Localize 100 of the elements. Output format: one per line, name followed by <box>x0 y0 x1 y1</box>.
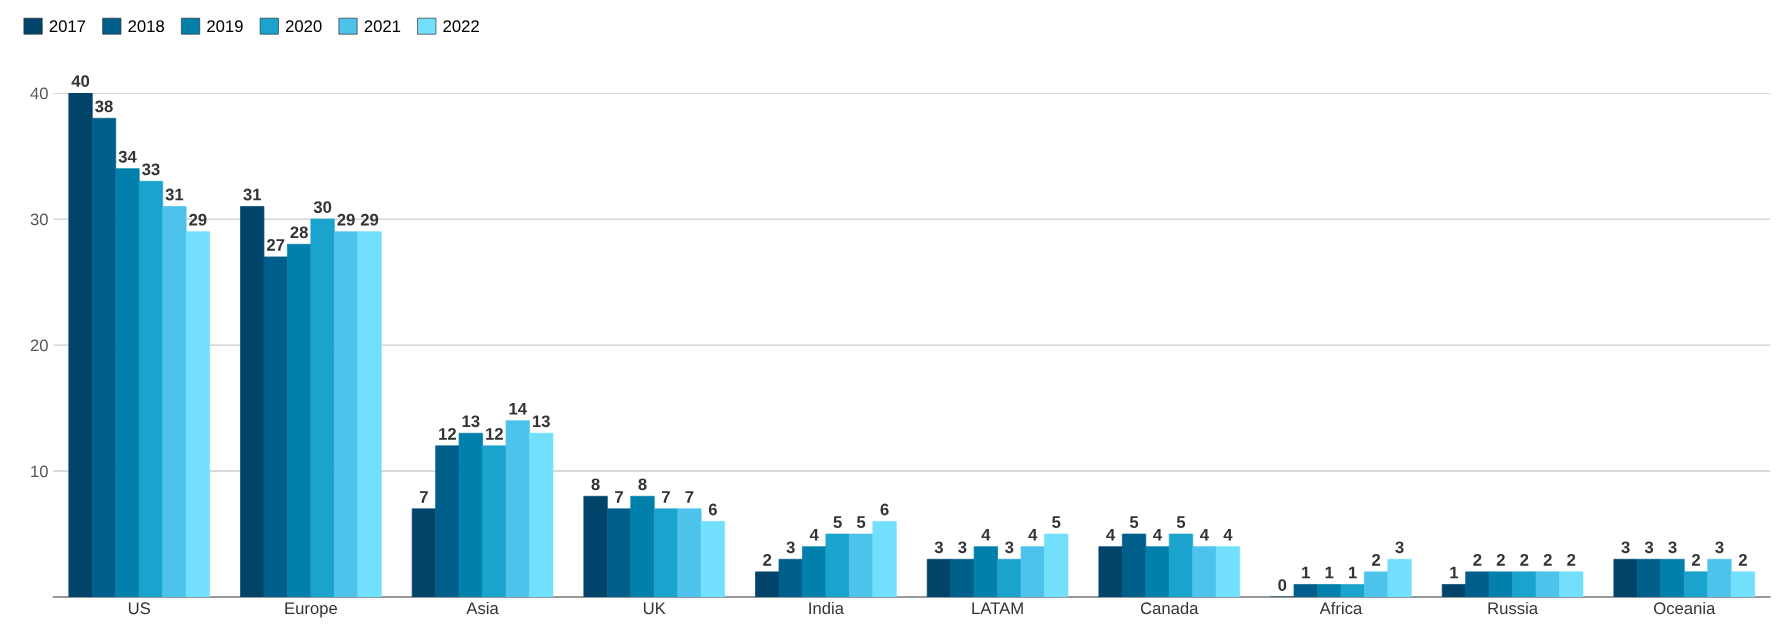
data-label: 3 <box>934 541 943 554</box>
x-tick-label: Africa <box>1319 601 1363 615</box>
data-label: 2 <box>1567 553 1576 566</box>
data-label: 5 <box>856 516 866 528</box>
data-label: 3 <box>1621 541 1630 554</box>
data-label: 29 <box>360 213 379 226</box>
data-label: 7 <box>662 491 670 503</box>
bar <box>1465 571 1490 598</box>
bar <box>529 432 554 598</box>
bar <box>825 533 850 598</box>
data-label: 6 <box>708 503 717 516</box>
bar <box>872 521 897 598</box>
bar <box>926 558 951 598</box>
bar <box>1317 584 1342 598</box>
bar <box>1340 584 1365 598</box>
data-label: 2 <box>1543 553 1552 566</box>
x-tick-label: LATAM <box>972 602 1023 614</box>
bar <box>482 445 507 598</box>
data-label: 7 <box>685 491 694 503</box>
data-label: 13 <box>462 415 480 428</box>
bar <box>653 508 679 598</box>
data-label: 30 <box>313 201 332 214</box>
bar <box>68 93 93 598</box>
bar <box>700 521 725 598</box>
bar <box>997 558 1022 598</box>
x-tick-label: US <box>128 602 151 615</box>
bar <box>357 231 382 598</box>
y-tick-label: 30 <box>30 213 48 226</box>
data-label: 4 <box>1153 528 1163 541</box>
bar <box>1020 546 1045 598</box>
data-label: 4 <box>981 528 991 541</box>
data-label: 2 <box>763 553 772 566</box>
bar <box>1559 571 1584 598</box>
bar <box>115 168 140 598</box>
legend-label: 2020 <box>285 20 322 33</box>
data-label: 13 <box>532 415 550 428</box>
data-label: 29 <box>337 213 355 226</box>
bar <box>677 508 702 598</box>
data-label: 33 <box>142 163 160 176</box>
y-tick-label: 20 <box>30 339 48 352</box>
bar <box>1707 558 1732 598</box>
data-label: 5 <box>1052 516 1061 528</box>
data-label: 27 <box>267 239 285 251</box>
bar <box>333 231 359 598</box>
data-label: 2 <box>1496 553 1505 566</box>
legend-label: 2022 <box>443 20 479 33</box>
bar <box>606 508 632 598</box>
bar <box>1044 533 1069 598</box>
bar <box>287 243 312 598</box>
x-tick-label: Oceania <box>1654 601 1716 615</box>
data-label: 34 <box>118 150 137 163</box>
data-label: 31 <box>165 188 184 201</box>
data-label: 3 <box>1005 541 1014 554</box>
data-label: 7 <box>615 491 623 503</box>
bar <box>778 558 803 598</box>
data-label: 1 <box>1349 566 1357 579</box>
data-label: 8 <box>638 478 647 491</box>
bar <box>1613 558 1638 598</box>
data-label: 6 <box>880 503 889 516</box>
bar <box>973 546 998 598</box>
bar <box>1098 546 1123 598</box>
bar <box>950 558 975 598</box>
data-label: 12 <box>439 427 456 440</box>
data-label: 2 <box>1520 553 1529 566</box>
data-label: 0 <box>1278 579 1287 591</box>
data-label: 29 <box>189 213 207 226</box>
legend-label: 2018 <box>128 20 164 33</box>
data-label: 3 <box>958 541 967 554</box>
bar <box>240 206 265 598</box>
data-label: 3 <box>1395 541 1404 554</box>
data-label: 5 <box>833 516 842 528</box>
data-label: 1 <box>1325 566 1334 579</box>
data-label: 2 <box>1372 553 1381 566</box>
x-tick-label: UK <box>643 602 666 615</box>
bar <box>1660 558 1685 598</box>
bar <box>458 432 483 598</box>
data-label: 2 <box>1738 553 1747 566</box>
bar <box>1441 584 1467 598</box>
bar <box>630 495 655 598</box>
data-label: 4 <box>1223 528 1233 541</box>
bar <box>91 117 117 598</box>
data-label: 1 <box>1450 566 1459 579</box>
data-label: 3 <box>786 541 795 554</box>
x-tick-label: Europe <box>285 602 338 618</box>
x-tick-label: India <box>809 601 844 615</box>
bar <box>310 218 335 598</box>
data-label: 8 <box>591 478 600 491</box>
bar <box>435 445 460 598</box>
data-label: 5 <box>1129 516 1139 528</box>
bar <box>1364 571 1389 598</box>
data-label: 12 <box>486 427 503 440</box>
bar <box>583 495 608 598</box>
data-label: 2 <box>1691 553 1700 566</box>
data-label: 40 <box>71 75 90 88</box>
bar <box>849 533 874 598</box>
data-label: 38 <box>95 100 113 113</box>
bar <box>1730 571 1755 598</box>
data-label: 4 <box>1106 528 1116 541</box>
legend-label: 2019 <box>207 20 243 33</box>
legend-label: 2021 <box>364 20 401 33</box>
